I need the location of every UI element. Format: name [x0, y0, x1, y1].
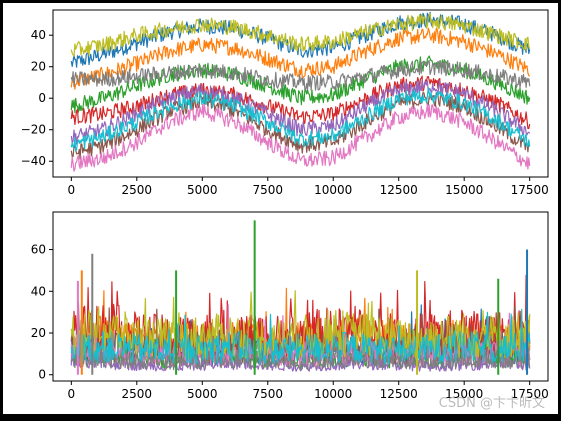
y-tick-label: 60 — [31, 243, 46, 257]
y-tick-label: −20 — [21, 123, 46, 137]
y-tick-label: 0 — [38, 91, 46, 105]
x-tick-label: 0 — [68, 183, 76, 197]
x-tick-label: 10000 — [314, 183, 352, 197]
x-tick-label: 0 — [68, 387, 76, 401]
y-tick-label: −40 — [21, 154, 46, 168]
x-tick-label: 2500 — [122, 387, 153, 401]
y-tick-label: 40 — [31, 284, 46, 298]
y-tick-label: 40 — [31, 28, 46, 42]
y-tick-label: 0 — [38, 368, 46, 382]
x-tick-label: 17500 — [511, 387, 549, 401]
x-tick-label: 2500 — [122, 183, 153, 197]
x-tick-label: 12500 — [380, 183, 418, 197]
x-tick-label: 7500 — [252, 387, 283, 401]
x-tick-label: 10000 — [314, 387, 352, 401]
y-tick-label: 20 — [31, 326, 46, 340]
x-tick-label: 5000 — [187, 183, 218, 197]
x-tick-label: 12500 — [380, 387, 418, 401]
x-tick-label: 15000 — [445, 387, 483, 401]
x-tick-label: 7500 — [252, 183, 283, 197]
x-tick-label: 5000 — [187, 387, 218, 401]
y-tick-label: 20 — [31, 60, 46, 74]
x-tick-label: 17500 — [511, 183, 549, 197]
x-tick-label: 15000 — [445, 183, 483, 197]
